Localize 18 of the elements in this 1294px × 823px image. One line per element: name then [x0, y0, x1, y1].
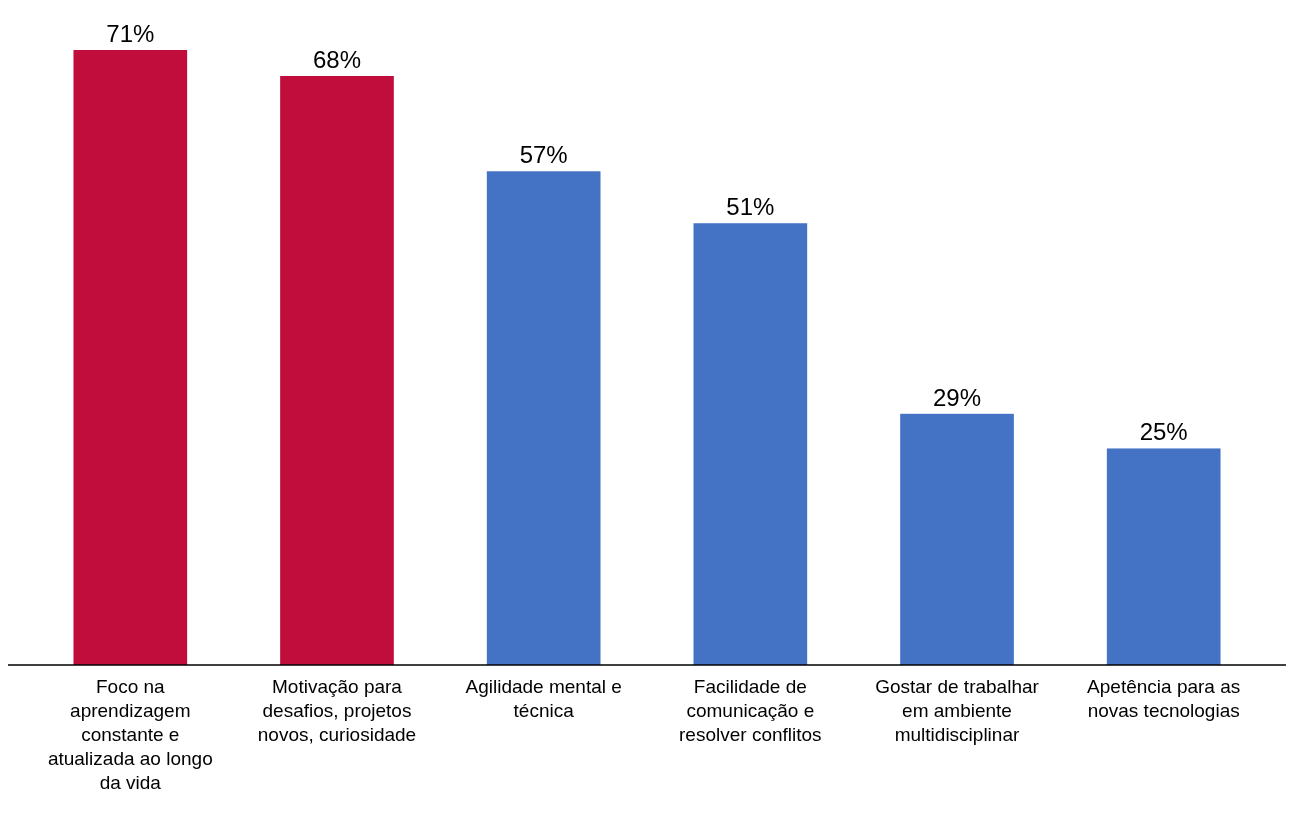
x-tick-label: Agilidade mental e técnica: [465, 676, 622, 721]
data-label: 51%: [726, 193, 775, 221]
bar: [900, 413, 1014, 665]
bar: [693, 223, 808, 665]
bar: [1106, 448, 1221, 665]
x-tick-label: Foco na aprendizagem constante e atualizada ao longo da vida: [47, 676, 213, 793]
data-label: 71%: [106, 20, 155, 47]
bar: [280, 75, 394, 665]
x-tick-label: Apetência para as novas tecnologias: [1087, 676, 1241, 721]
data-label: 25%: [1139, 418, 1188, 446]
data-label: 29%: [932, 383, 982, 411]
x-tick-label: Facilidade de comunicação e resolver conflitos: [679, 676, 822, 745]
data-label: 68%: [312, 45, 362, 73]
x-tick-label: Motivação para desafios, projetos novos, curiosidade: [257, 676, 417, 745]
x-tick-label: Gostar de trabalhar em ambiente multidisciplinar: [875, 676, 1040, 745]
data-label: 57%: [519, 141, 568, 169]
bar: [486, 171, 601, 665]
bar: [73, 50, 188, 665]
